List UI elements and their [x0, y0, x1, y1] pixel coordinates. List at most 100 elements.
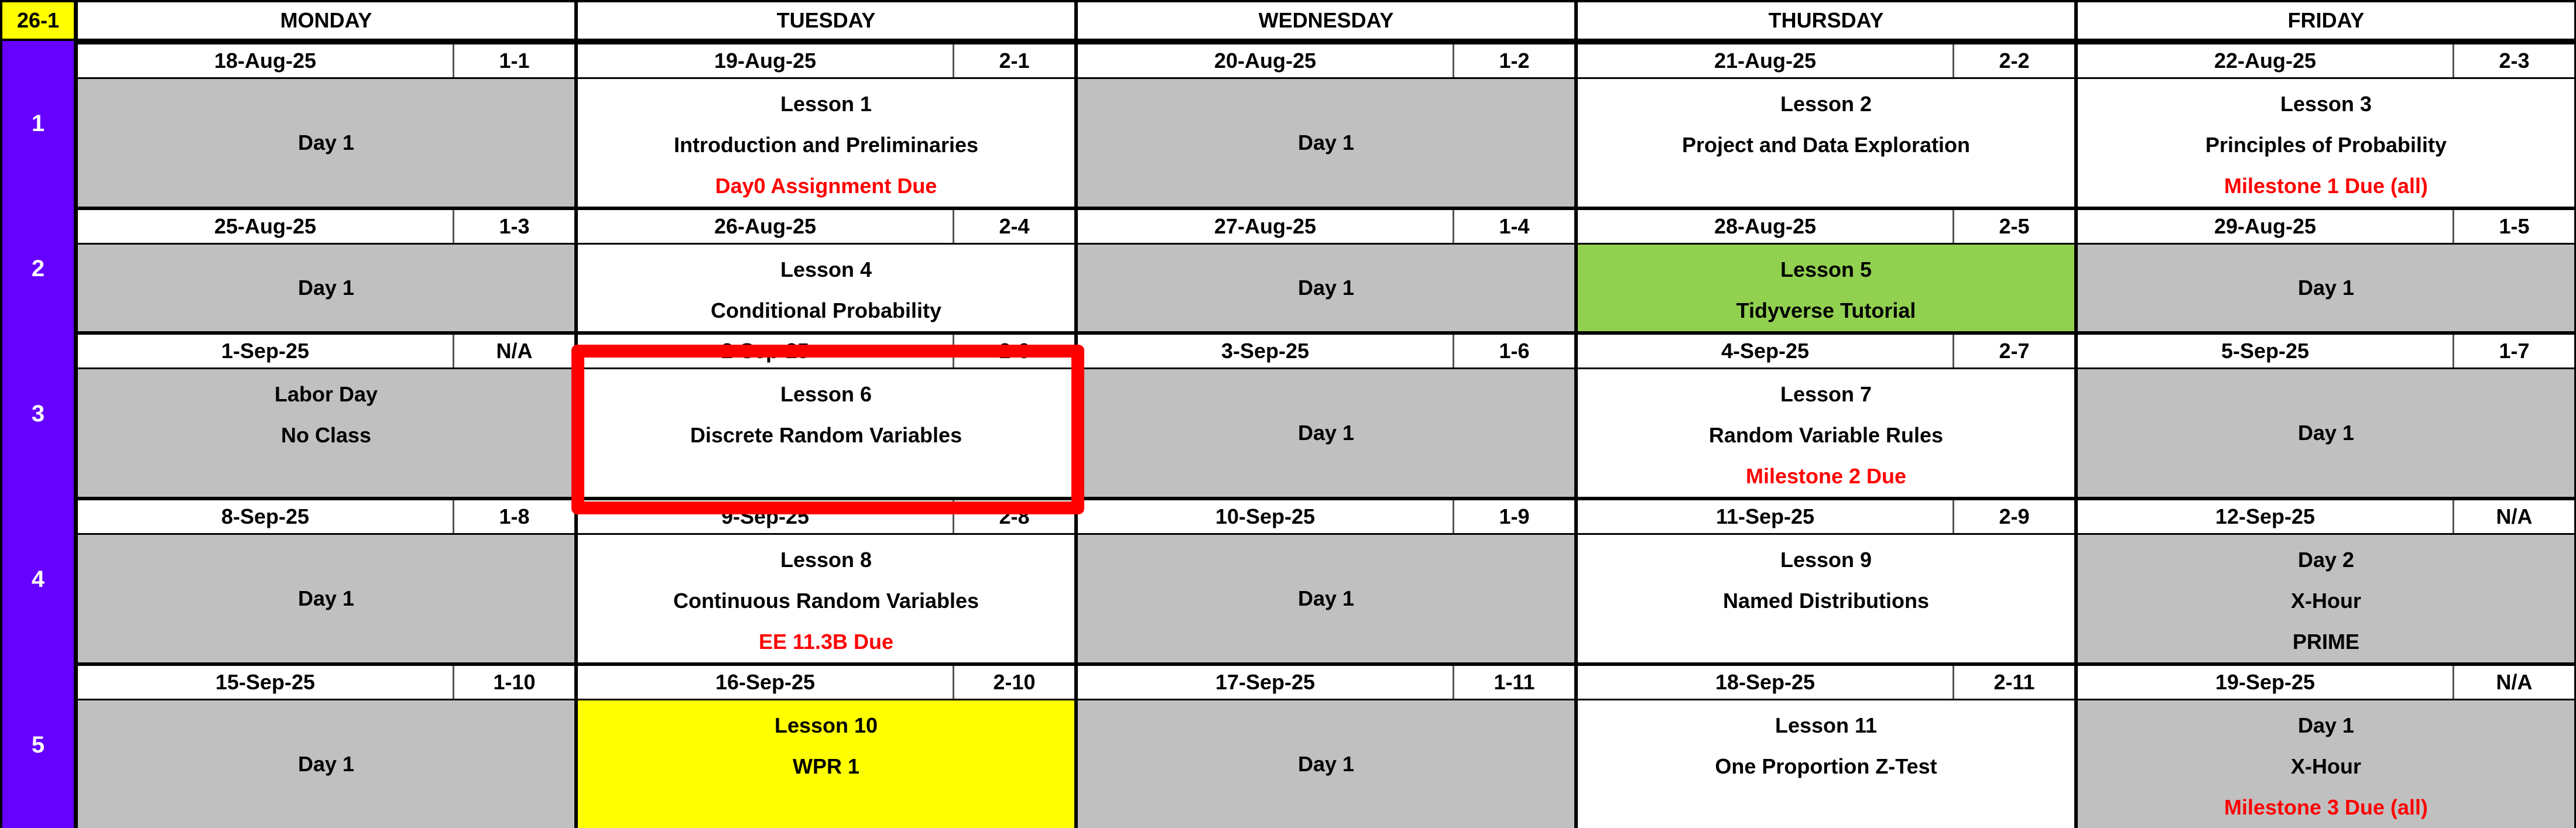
date-row: 26-Aug-25 2-4 — [576, 207, 1076, 245]
content-line: Lesson 3 — [2280, 92, 2372, 116]
lesson-code-cell: 2-5 — [1952, 210, 2074, 243]
day-content-cell: Lesson 3 Principles of Probability Milesto… — [2076, 79, 2576, 207]
content-line: Day 1 — [1297, 130, 1355, 154]
content-line: Day 1 — [1297, 421, 1355, 445]
date-cell: 11-Sep-25 — [1578, 500, 1952, 533]
lesson-code-cell: 1-8 — [453, 500, 574, 533]
lesson-code-cell: 2-3 — [2452, 44, 2574, 77]
date-row: 29-Aug-25 1-5 — [2076, 207, 2576, 245]
day-content-cell: Lesson 1 Introduction and Preliminaries Da… — [576, 79, 1076, 207]
lesson-code-cell: 1-3 — [453, 210, 574, 243]
week-number: 2 — [0, 207, 76, 331]
date-row: 15-Sep-25 1-10 — [76, 662, 576, 700]
lesson-code-cell: 1-2 — [1453, 44, 1574, 77]
lesson-code-cell: 1-7 — [2452, 335, 2574, 367]
content-line: Lesson 5 — [1780, 257, 1872, 281]
date-cell: 4-Sep-25 — [1578, 335, 1952, 367]
lesson-code-cell: 1-5 — [2452, 210, 2574, 243]
date-row: 4-Sep-25 2-7 — [1576, 331, 2076, 369]
date-cell: 29-Aug-25 — [2078, 210, 2452, 243]
due-notice: Milestone 3 Due (all) — [2224, 795, 2428, 819]
content-line: Day 1 — [2297, 421, 2355, 445]
day-content-cell: Lesson 10 WPR 1 — [576, 700, 1076, 828]
lesson-code-cell: 2-2 — [1952, 44, 2074, 77]
date-cell: 15-Sep-25 — [78, 666, 453, 699]
date-cell: 2-Sep-25 — [578, 335, 953, 367]
content-line: Day 1 — [1297, 276, 1355, 300]
date-row: 22-Aug-25 2-3 — [2076, 41, 2576, 79]
date-cell: 19-Aug-25 — [578, 44, 953, 77]
date-row: 5-Sep-25 1-7 — [2076, 331, 2576, 369]
lesson-code-cell: N/A — [2452, 666, 2574, 699]
week-number: 3 — [0, 331, 76, 497]
content-line: Continuous Random Variables — [673, 589, 979, 613]
day-content-cell: Lesson 2 Project and Data Exploration — [1576, 79, 2076, 207]
content-line: Labor Day — [274, 382, 378, 406]
due-notice: EE 11.3B Due — [758, 630, 894, 654]
date-row: 19-Sep-25 N/A — [2076, 662, 2576, 700]
content-line: Lesson 1 — [780, 92, 872, 116]
content-line: X-Hour — [2291, 754, 2361, 778]
day-content-cell: Day 1 — [76, 79, 576, 207]
content-line: One Proportion Z-Test — [1715, 754, 1937, 778]
content-line: Project and Data Exploration — [1681, 133, 1971, 157]
date-row: 1-Sep-25 N/A — [76, 331, 576, 369]
day-content-cell: Day 1 — [2076, 369, 2576, 497]
week-number: 4 — [0, 497, 76, 662]
day-content-cell: Lesson 11 One Proportion Z-Test — [1576, 700, 2076, 828]
day-header-tuesday: TUESDAY — [576, 0, 1076, 41]
day-content-cell: Day 1 — [1076, 369, 1576, 497]
content-line: Day 1 — [2297, 276, 2355, 300]
date-row: 17-Sep-25 1-11 — [1076, 662, 1576, 700]
day-content-cell: Day 1 — [1076, 700, 1576, 828]
lesson-code-cell: 2-11 — [1952, 666, 2074, 699]
term-label: 26-1 — [0, 0, 76, 41]
content-line: PRIME — [2292, 630, 2359, 654]
date-row: 20-Aug-25 1-2 — [1076, 41, 1576, 79]
content-line: Tidyverse Tutorial — [1736, 298, 1916, 322]
date-cell: 12-Sep-25 — [2078, 500, 2452, 533]
lesson-code-cell: 2-1 — [953, 44, 1074, 77]
lesson-code-cell: 2-4 — [953, 210, 1074, 243]
content-line: No Class — [280, 423, 372, 447]
date-row: 27-Aug-25 1-4 — [1076, 207, 1576, 245]
date-row: 8-Sep-25 1-8 — [76, 497, 576, 535]
lesson-code-cell: 1-11 — [1453, 666, 1574, 699]
date-row: 12-Sep-25 N/A — [2076, 497, 2576, 535]
day-content-cell: Day 1 — [76, 700, 576, 828]
content-line: Lesson 10 — [774, 713, 878, 737]
date-row: 9-Sep-25 2-8 — [576, 497, 1076, 535]
due-notice: Day0 Assignment Due — [715, 174, 937, 198]
lesson-code-cell: 1-1 — [453, 44, 574, 77]
day-header-monday: MONDAY — [76, 0, 576, 41]
day-content-cell: Lesson 9 Named Distributions — [1576, 535, 2076, 662]
content-line: Named Distributions — [1722, 589, 1930, 613]
lesson-code-cell: 2-10 — [953, 666, 1074, 699]
content-line: Lesson 6 — [780, 382, 872, 406]
date-row: 28-Aug-25 2-5 — [1576, 207, 2076, 245]
date-row: 19-Aug-25 2-1 — [576, 41, 1076, 79]
content-line: Day 2 — [2297, 548, 2355, 572]
date-cell: 28-Aug-25 — [1578, 210, 1952, 243]
content-line: X-Hour — [2291, 589, 2361, 613]
lesson-code-cell: 1-4 — [1453, 210, 1574, 243]
date-row: 16-Sep-25 2-10 — [576, 662, 1076, 700]
content-line: Lesson 4 — [780, 257, 872, 281]
date-cell: 22-Aug-25 — [2078, 44, 2452, 77]
date-cell: 5-Sep-25 — [2078, 335, 2452, 367]
date-cell: 19-Sep-25 — [2078, 666, 2452, 699]
lesson-code-cell: 2-6 — [953, 335, 1074, 367]
lesson-code-cell: 2-7 — [1952, 335, 2074, 367]
content-line: Random Variable Rules — [1708, 423, 1944, 447]
date-cell: 21-Aug-25 — [1578, 44, 1952, 77]
due-notice: Milestone 1 Due (all) — [2224, 174, 2428, 198]
due-notice: Milestone 2 Due — [1745, 464, 1907, 488]
content-line: Discrete Random Variables — [690, 423, 962, 447]
day-content-cell: Day 1 — [1076, 79, 1576, 207]
content-line: Lesson 7 — [1780, 382, 1872, 406]
day-content-cell: Lesson 6 Discrete Random Variables — [576, 369, 1076, 497]
day-content-cell: Labor Day No Class — [76, 369, 576, 497]
content-line: Introduction and Preliminaries — [673, 133, 979, 157]
content-line: Lesson 9 — [1780, 548, 1872, 572]
